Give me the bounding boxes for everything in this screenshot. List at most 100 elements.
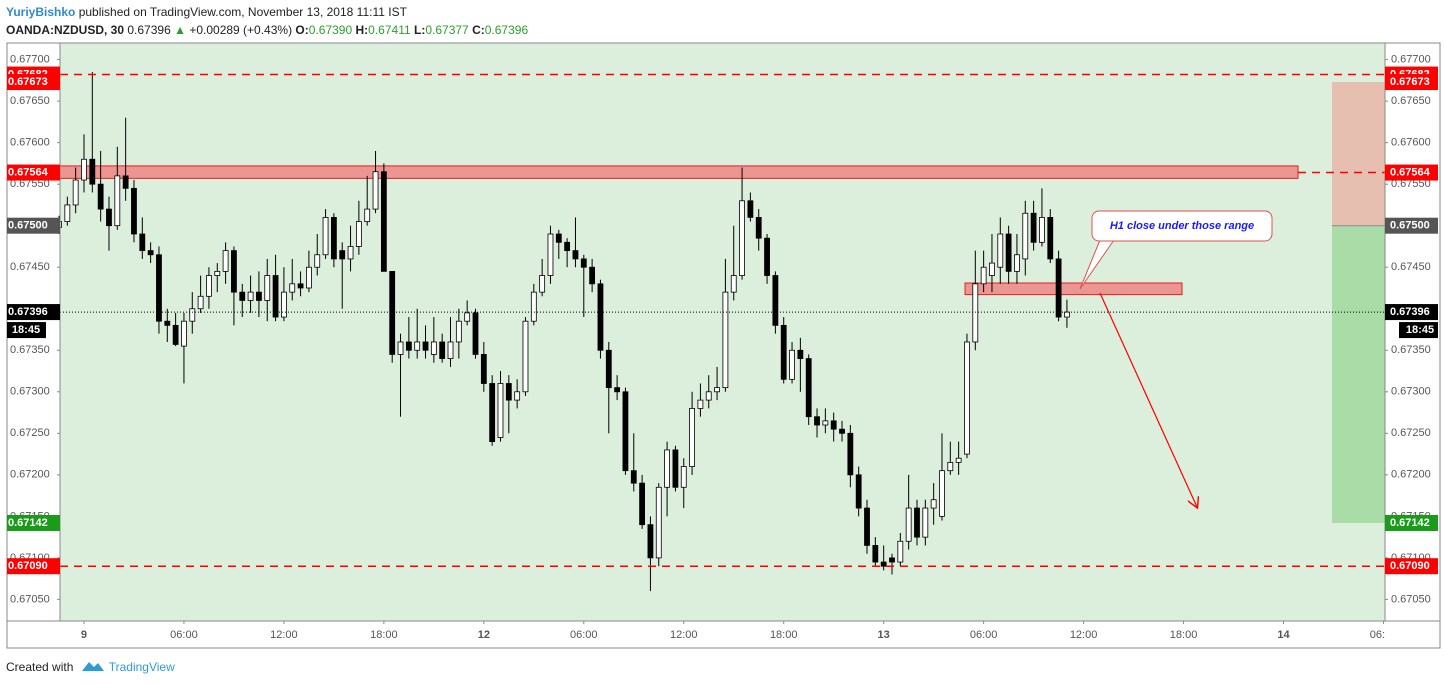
y-tick-label: 0.67450 (10, 261, 50, 273)
candle-body (81, 158, 87, 181)
candle-body (364, 208, 371, 222)
y-tick-label: 0.67600 (10, 137, 50, 149)
candle-body (164, 320, 171, 326)
candle-body (181, 320, 187, 347)
ohlc-value: 0.67377 (425, 23, 469, 37)
countdown: 18:45 (12, 324, 40, 336)
candle-body (464, 312, 471, 322)
price-badge-label: 0.67564 (8, 166, 49, 178)
candle-body (564, 241, 571, 252)
price-badge-label: 0.67500 (1390, 220, 1430, 232)
candle-body (355, 221, 362, 247)
published: published on TradingView.com, November 1… (78, 5, 407, 19)
candle-body (172, 324, 179, 345)
price-badge (7, 304, 60, 321)
price-badge-label: 0.67090 (8, 560, 48, 572)
candle-body (989, 262, 995, 276)
y-tick-label: 0.67450 (1391, 261, 1431, 273)
candle-body (214, 270, 221, 276)
x-tick-label: 14 (1277, 629, 1290, 641)
candle-body (505, 383, 512, 401)
candle-body (289, 283, 296, 293)
candle-body (930, 499, 937, 509)
candle-body (589, 266, 596, 285)
footer-text: Created with (6, 660, 74, 674)
candle-body (530, 291, 537, 322)
candle-body (822, 420, 829, 426)
countdown-badge (7, 322, 46, 339)
candle-body (297, 283, 304, 289)
y-tick-label: 0.67200 (10, 469, 50, 481)
candle-body (405, 341, 412, 351)
price-badge (1385, 558, 1438, 575)
candle-body (1047, 216, 1054, 260)
candle-body (580, 258, 587, 268)
candle-body (147, 250, 154, 256)
stop-zone (1332, 82, 1385, 226)
candle-body (922, 507, 929, 538)
candle-body (914, 507, 920, 538)
x-tick-label: 18:00 (770, 629, 798, 641)
y-tick-label: 0.67300 (1391, 386, 1431, 398)
candle-body (739, 200, 745, 276)
candle-body (905, 507, 912, 542)
y-tick-label: 0.67050 (1391, 593, 1431, 605)
x-tick-label: 12:00 (670, 629, 698, 641)
candle-body (64, 204, 71, 222)
y-tick-label: 0.67350 (10, 344, 50, 356)
candle-body (489, 383, 496, 443)
candle-body (106, 208, 112, 227)
price-badge (1385, 164, 1438, 181)
candle-body (655, 486, 662, 559)
footer: Created with TradingView (6, 657, 175, 674)
candle-body (572, 250, 579, 260)
candle-body (514, 391, 521, 401)
candle-body (680, 466, 687, 488)
candle-body (980, 266, 987, 285)
x-tick-label: 06:00 (170, 629, 198, 641)
candle-body (972, 283, 979, 343)
x-tick-label: 12:00 (270, 629, 298, 641)
y-tick-label: 0.67350 (1391, 344, 1431, 356)
up-arrow: ▲ (174, 23, 186, 37)
candle-body (189, 308, 196, 322)
candle-body (97, 183, 104, 210)
candle-body (389, 270, 396, 355)
logo (81, 662, 104, 671)
brand[interactable]: TradingView (108, 660, 175, 674)
candle-body (714, 387, 720, 393)
annotation: H1 close under those range (1110, 220, 1254, 232)
annotation-box (1091, 210, 1273, 242)
plot-area (60, 43, 1385, 621)
ohlc-value: 0.67396 (484, 23, 529, 37)
candle-body (1022, 212, 1029, 260)
candle-body (964, 341, 970, 455)
candle-body (480, 354, 487, 384)
symbol: OANDA:NZDUSD, 30 (6, 23, 125, 37)
x-tick-label: 13 (878, 629, 890, 641)
price-badge (1385, 217, 1438, 234)
candle-body (1055, 258, 1062, 318)
price-badge (7, 217, 60, 234)
candle-body (647, 524, 654, 559)
candle-body (131, 187, 137, 235)
price-badge-label: 0.67673 (8, 76, 48, 88)
target-zone (1332, 225, 1385, 524)
candle-body (839, 428, 845, 434)
author: YuriyBishko (6, 5, 76, 19)
candle-body (256, 291, 262, 301)
y-tick-label: 0.67250 (10, 427, 50, 439)
candle-body (814, 416, 820, 426)
candle-body (281, 291, 287, 318)
x-tick-label: 18:00 (370, 629, 398, 641)
candle-body (997, 233, 1004, 268)
candle-body (722, 291, 729, 389)
candle-body (72, 179, 79, 206)
candle-body (805, 358, 812, 418)
ohlc-key: O: (295, 23, 309, 37)
candle-body (222, 250, 229, 272)
candle-body (672, 449, 679, 488)
candle-body (747, 200, 754, 218)
candle-body (1039, 216, 1045, 243)
